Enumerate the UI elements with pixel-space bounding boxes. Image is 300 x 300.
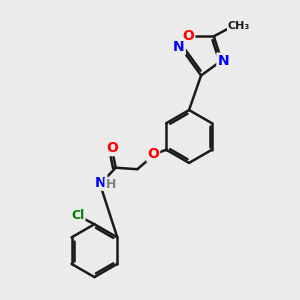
Text: N: N [173,40,185,54]
Text: O: O [182,29,194,44]
Text: Cl: Cl [71,209,85,222]
Text: CH₃: CH₃ [228,21,250,32]
Text: N: N [95,176,106,190]
Text: O: O [106,141,118,155]
Text: N: N [217,53,229,68]
Text: O: O [147,147,159,161]
Text: H: H [105,178,116,191]
